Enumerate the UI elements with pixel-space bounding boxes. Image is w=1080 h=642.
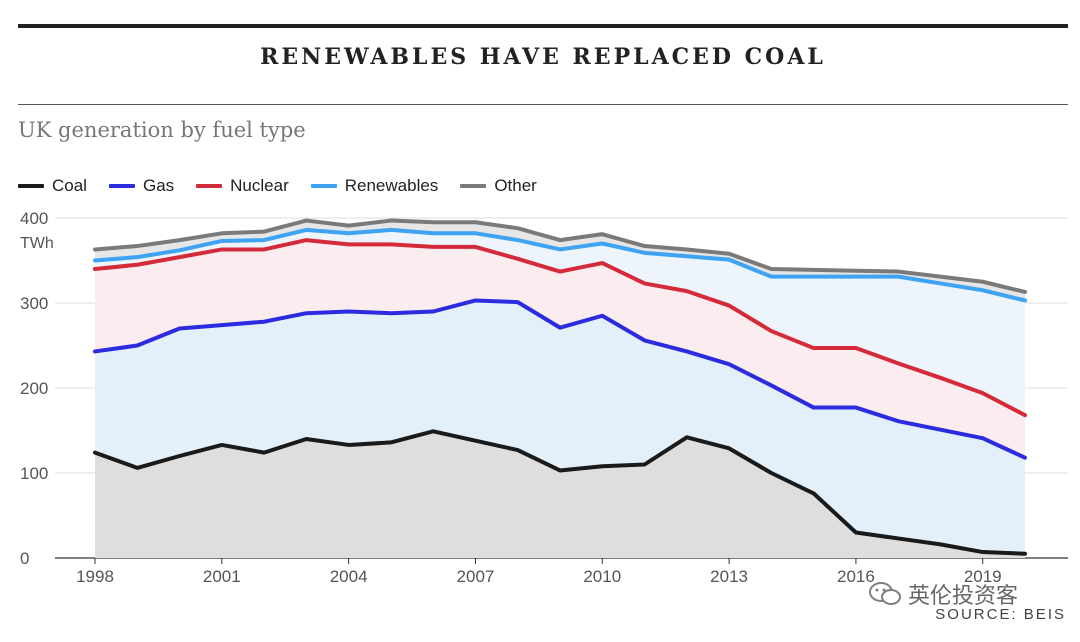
legend-item-other: Other <box>460 176 537 196</box>
x-tick-label-2016: 2016 <box>837 567 875 586</box>
legend-item-coal: Coal <box>18 176 87 196</box>
y-tick-label-0: 0 <box>20 549 29 568</box>
legend-item-gas: Gas <box>108 176 175 196</box>
watermark-text: 英伦投资客 <box>908 583 1019 608</box>
watermark: 英伦投资客 <box>868 578 1018 610</box>
series-line-nuclear <box>93 238 1027 418</box>
area-band-coal <box>95 431 1025 558</box>
series-line-coal <box>93 429 1027 556</box>
legend-swatch-coal <box>18 184 44 188</box>
legend-label-coal: Coal <box>52 176 87 195</box>
legend-label-nuclear: Nuclear <box>230 176 289 195</box>
series-line-other <box>93 218 1027 294</box>
y-tick-label-300: 300 <box>20 294 48 313</box>
x-tick-label-2001: 2001 <box>203 567 241 586</box>
area-band-nuclear <box>95 240 1025 458</box>
legend-swatch-other <box>460 184 487 188</box>
top-rule <box>18 24 1068 28</box>
y-tick-label-200: 200 <box>20 379 48 398</box>
y-tick-label-400: 400 <box>20 209 48 228</box>
area-band-renewables <box>95 229 1025 416</box>
legend-item-renewables: Renewables <box>310 176 439 196</box>
legend-item-nuclear: Nuclear <box>196 176 289 196</box>
y-unit-label: TWh <box>20 235 54 252</box>
legend-swatch-nuclear <box>196 184 223 188</box>
legend-label-other: Other <box>494 176 537 195</box>
x-tick-label-2013: 2013 <box>710 567 748 586</box>
legend-label-gas: Gas <box>142 176 175 195</box>
series-line-renewables <box>93 227 1027 303</box>
series-line-gas <box>93 298 1027 460</box>
area-band-gas <box>95 300 1025 554</box>
title-divider <box>18 104 1068 105</box>
y-tick-label-100: 100 <box>20 464 48 483</box>
source-note: SOURCE: BEIS <box>935 606 1066 623</box>
x-tick-label-2019: 2019 <box>964 567 1002 586</box>
chart-subtitle: UK generation by fuel type <box>18 118 306 142</box>
x-tick-label-2010: 2010 <box>583 567 621 586</box>
legend-swatch-gas <box>108 184 135 188</box>
x-tick-label-2004: 2004 <box>330 567 368 586</box>
wechat-logo-icon <box>869 582 901 605</box>
legend-label-renewables: Renewables <box>344 176 439 195</box>
chart-title: RENEWABLES HAVE REPLACED COAL <box>260 44 826 70</box>
legend-swatch-renewables <box>310 184 337 188</box>
x-tick-label-1998: 1998 <box>76 567 114 586</box>
legend: Coal Gas Nuclear Renewables Other <box>18 176 559 196</box>
area-chart: 0 100 200 300 400 TWh 1998 2001 2004 2007 2010 2013… <box>20 209 1068 586</box>
x-tick-label-2007: 2007 <box>457 567 495 586</box>
